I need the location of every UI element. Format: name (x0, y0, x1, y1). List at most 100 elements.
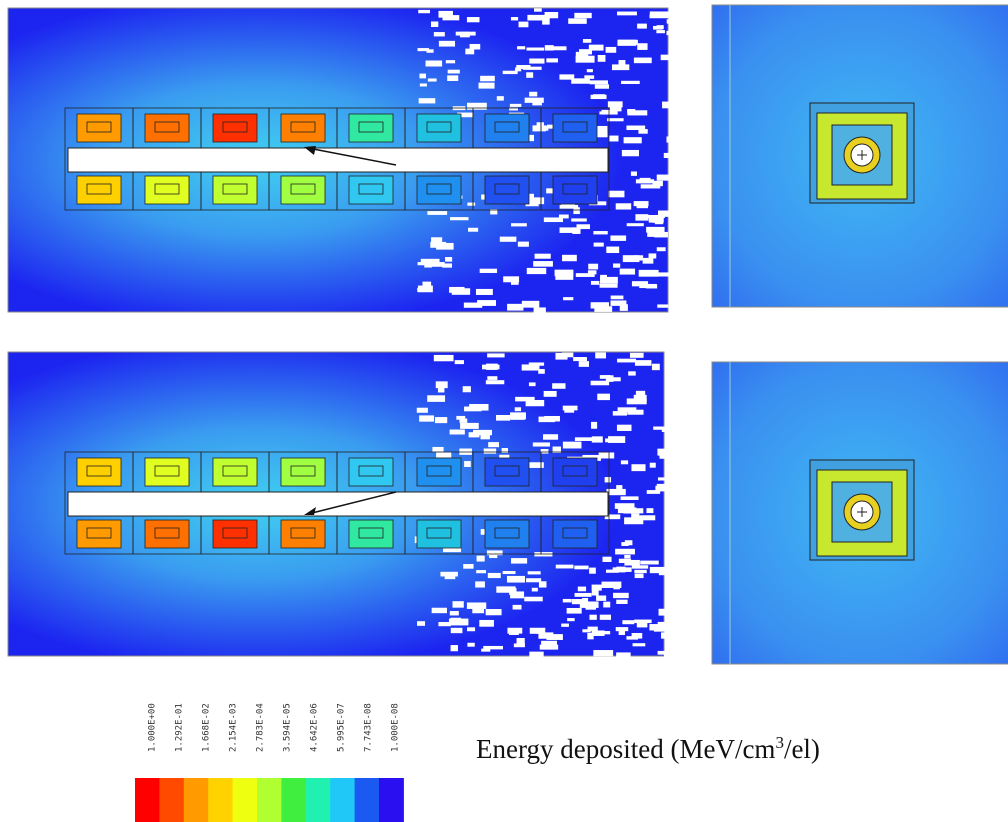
empty-bin (640, 561, 659, 565)
empty-bin (439, 41, 455, 47)
empty-bin (460, 423, 479, 429)
empty-bin (446, 60, 455, 63)
empty-bin (561, 624, 569, 627)
empty-bin (529, 92, 537, 97)
empty-bin (535, 254, 551, 259)
empty-bin (526, 578, 541, 582)
empty-bin (522, 301, 539, 308)
empty-bin (616, 627, 628, 631)
empty-bin (562, 255, 577, 261)
empty-bin (589, 45, 604, 51)
colorbar-swatch (159, 778, 184, 822)
colorbar-swatch (233, 778, 258, 822)
empty-bin (556, 565, 574, 569)
empty-bin (574, 13, 591, 18)
empty-bin (631, 464, 645, 471)
caption-superscript: 3 (775, 733, 784, 752)
empty-bin (486, 364, 498, 370)
empty-bin (419, 415, 434, 421)
coil (281, 176, 325, 204)
empty-bin (484, 449, 496, 454)
empty-bin (463, 564, 473, 569)
empty-bin (510, 104, 521, 107)
coil (485, 458, 529, 486)
empty-bin (591, 422, 597, 429)
empty-bin (448, 70, 460, 74)
empty-bin (612, 64, 629, 70)
coil (77, 114, 121, 142)
empty-bin (442, 15, 459, 20)
empty-bin (586, 604, 596, 610)
empty-bin (532, 588, 538, 592)
empty-bin (511, 17, 518, 20)
empty-bin (616, 600, 627, 604)
empty-bin (447, 75, 458, 81)
empty-bin (659, 609, 667, 616)
empty-bin (456, 416, 465, 420)
empty-bin (534, 307, 546, 312)
empty-bin (664, 153, 674, 158)
empty-bin (653, 26, 662, 30)
coil (77, 520, 121, 548)
empty-bin (571, 218, 587, 221)
empty-bin (610, 300, 626, 305)
coil (417, 458, 461, 486)
empty-bin (607, 118, 624, 121)
coil (281, 114, 325, 142)
empty-bin (533, 442, 550, 446)
empty-bin (574, 566, 588, 570)
empty-bin (568, 18, 587, 23)
empty-bin (589, 615, 596, 620)
empty-bin (507, 304, 523, 311)
empty-bin (417, 621, 425, 626)
empty-bin (582, 629, 590, 632)
empty-bin (656, 30, 665, 33)
coil (213, 520, 257, 548)
empty-bin (589, 568, 596, 574)
coil (145, 458, 189, 486)
empty-bin (626, 636, 638, 639)
empty-bin (527, 15, 545, 21)
empty-bin (540, 126, 548, 131)
empty-bin (449, 287, 464, 293)
empty-bin (627, 223, 644, 226)
empty-bin (455, 360, 464, 364)
empty-bin (617, 12, 637, 16)
colorbar-swatch (257, 778, 282, 822)
empty-bin (661, 55, 674, 61)
empty-bin (431, 237, 442, 243)
coil (77, 176, 121, 204)
empty-bin (511, 223, 527, 226)
empty-bin (451, 628, 463, 633)
empty-bin (600, 615, 611, 620)
empty-bin (469, 404, 488, 411)
empty-bin (634, 255, 643, 260)
empty-bin (559, 74, 574, 79)
empty-bin (658, 211, 674, 217)
empty-bin (606, 247, 619, 253)
empty-bin (653, 218, 661, 223)
empty-bin (631, 171, 637, 175)
empty-bin (479, 620, 494, 627)
empty-bin (426, 262, 444, 267)
empty-bin (544, 416, 560, 421)
empty-bin (666, 31, 678, 35)
colorbar-swatch (355, 778, 380, 822)
empty-bin (507, 576, 525, 583)
empty-bin (443, 548, 461, 552)
empty-bin (634, 620, 651, 624)
empty-bin (619, 559, 631, 563)
empty-bin (628, 371, 636, 375)
coil (553, 520, 597, 548)
empty-bin (595, 84, 609, 88)
empty-bin (517, 638, 525, 644)
empty-bin (657, 247, 666, 251)
coil (485, 176, 529, 204)
coil (417, 176, 461, 204)
empty-bin (572, 227, 580, 234)
empty-bin (524, 597, 543, 602)
empty-bin (609, 136, 618, 142)
empty-bin (467, 103, 487, 110)
empty-bin (606, 375, 614, 382)
empty-bin (594, 243, 604, 247)
